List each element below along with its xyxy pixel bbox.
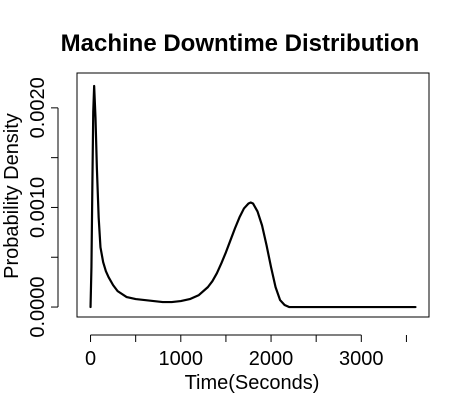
y-tick-label: 0.0000 [27,276,49,337]
plot-layer: 0 1000 2000 3000 0.0000 0.0010 0.0020 [27,72,430,370]
y-axis-label: Probability Density [1,113,23,279]
chart-title: Machine Downtime Distribution [61,30,420,57]
x-tick-label: 0 [85,348,96,370]
x-axis-label: Time(Seconds) [185,372,320,394]
x-tick-label: 3000 [339,348,384,370]
y-tick-label: 0.0010 [27,177,49,238]
plot-border [76,72,430,318]
density-line [89,84,417,309]
x-tick-label: 2000 [249,348,294,370]
y-tick-label: 0.0020 [27,77,49,138]
x-tick-label: 1000 [159,348,204,370]
